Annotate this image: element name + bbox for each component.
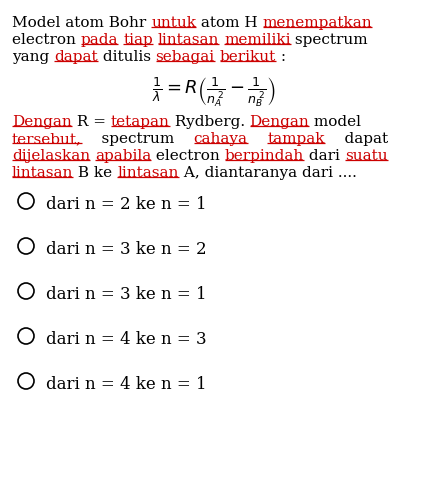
Text: B ke: B ke [73,166,118,180]
Text: dari n = 3 ke n = 1: dari n = 3 ke n = 1 [46,286,207,303]
Text: untuk: untuk [151,16,196,30]
Text: Rydberg.: Rydberg. [169,115,250,129]
Text: menempatkan: menempatkan [263,16,372,30]
Text: pada: pada [81,33,118,47]
Text: lintasan: lintasan [12,166,73,180]
Text: spectrum: spectrum [82,132,193,146]
Text: dari n = 4 ke n = 3: dari n = 4 ke n = 3 [46,331,207,348]
Text: tampak: tampak [267,132,325,146]
Text: ditulis: ditulis [98,50,156,64]
Text: model: model [309,115,361,129]
Text: berikut: berikut [220,50,276,64]
Text: atom H: atom H [196,16,263,30]
Text: apabila: apabila [95,149,151,163]
Text: lintasan: lintasan [158,33,219,47]
Text: Dengan: Dengan [12,115,72,129]
Text: Dengan: Dengan [250,115,309,129]
Text: spectrum: spectrum [290,33,368,47]
Text: lintasan: lintasan [118,166,179,180]
Text: yang: yang [12,50,54,64]
Text: sebagai: sebagai [156,50,215,64]
Text: suatu: suatu [345,149,387,163]
Text: dijelaskan: dijelaskan [12,149,90,163]
Text: Model atom Bohr: Model atom Bohr [12,16,151,30]
Text: dari n = 3 ke n = 2: dari n = 3 ke n = 2 [46,241,207,258]
Text: R =: R = [72,115,111,129]
Text: memiliki: memiliki [224,33,290,47]
Text: electron: electron [12,33,81,47]
Text: dari n = 4 ke n = 1: dari n = 4 ke n = 1 [46,376,207,393]
Text: :: : [276,50,286,64]
Text: tetapan: tetapan [111,115,169,129]
Text: dapat: dapat [54,50,98,64]
Text: tersebut,: tersebut, [12,132,82,146]
Text: dari: dari [304,149,345,163]
Text: dari n = 2 ke n = 1: dari n = 2 ke n = 1 [46,196,207,213]
Text: electron: electron [151,149,225,163]
Text: $\frac{1}{\lambda} = R\left(\frac{1}{n_A^{\;2}} - \frac{1}{n_B^{\;2}}\right)$: $\frac{1}{\lambda} = R\left(\frac{1}{n_A… [152,75,276,108]
Text: A, diantaranya dari ....: A, diantaranya dari .... [179,166,356,180]
Text: berpindah: berpindah [225,149,304,163]
Text: tiap: tiap [123,33,153,47]
Text: cahaya: cahaya [193,132,248,146]
Text: dapat: dapat [325,132,388,146]
